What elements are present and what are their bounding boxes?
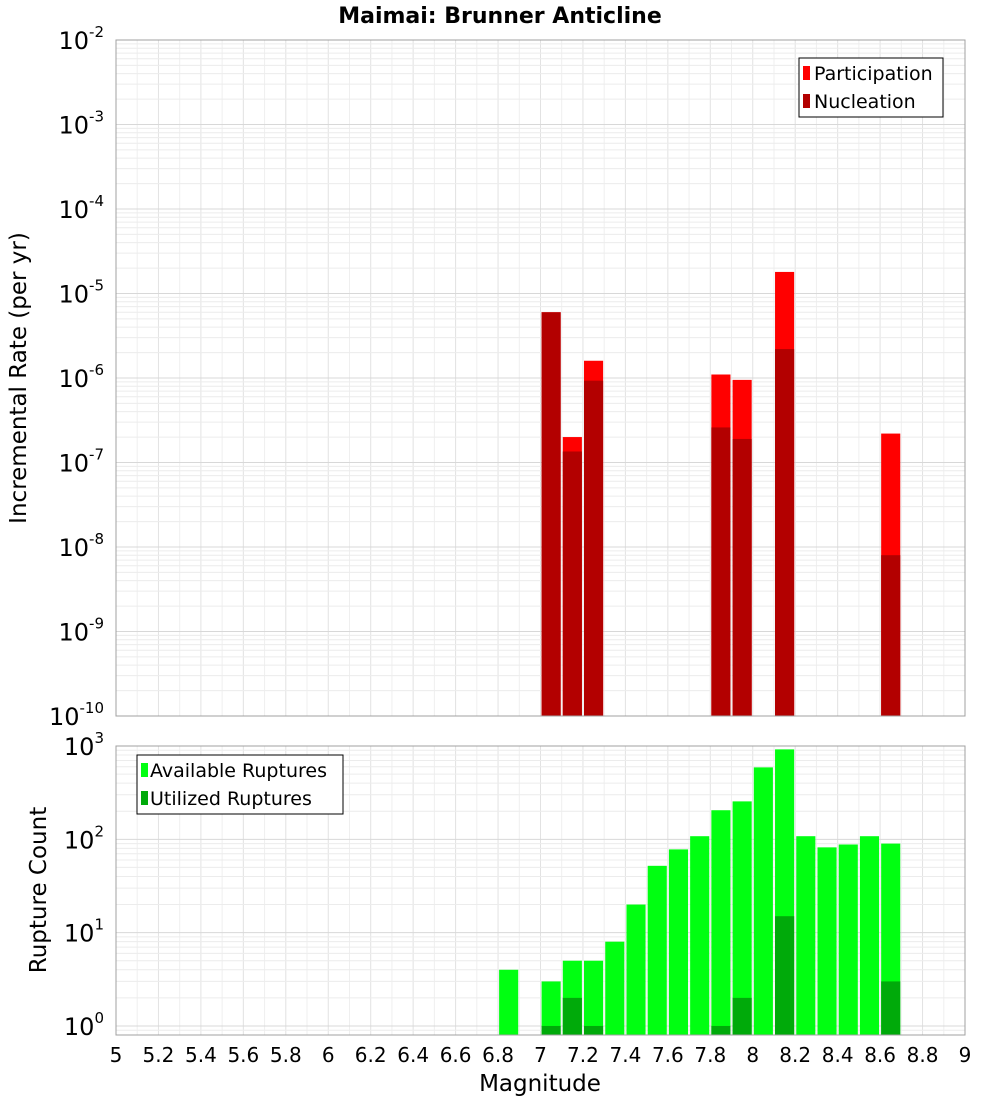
x-tick-label: 5.4 (185, 1043, 217, 1067)
nucleation-bar (732, 438, 752, 716)
x-tick-label: 9 (959, 1043, 972, 1067)
available-ruptures-bar (732, 801, 752, 1035)
count-panel: 100 101 102 103 5 5.2 5.4 5.6 5.8 6 6.2 6.4 6.6 6.8 7… (26, 729, 971, 1097)
x-tick-label: 6.2 (355, 1043, 387, 1067)
nucleation-bar (584, 380, 604, 716)
rate-y-tick-label: 10-5 (58, 277, 104, 309)
x-tick-label: 6.4 (397, 1043, 429, 1067)
x-tick-label: 8.8 (907, 1043, 939, 1067)
x-tick-label: 7 (534, 1043, 547, 1067)
count-y-tick-label: 101 (64, 916, 104, 948)
rate-y-tick-label: 10-9 (58, 615, 104, 647)
available-ruptures-bar (605, 941, 625, 1035)
available-ruptures-bar (626, 904, 646, 1035)
chart-title: Maimai: Brunner Anticline (338, 4, 662, 29)
available-ruptures-bar (817, 847, 837, 1035)
utilized-ruptures-bar (732, 997, 752, 1035)
x-tick-label: 7.6 (652, 1043, 684, 1067)
available-ruptures-bar (753, 767, 773, 1035)
utilized-legend-label: Utilized Ruptures (150, 788, 312, 810)
rate-y-tick-label: 10-3 (58, 108, 104, 140)
x-tick-label: 7.4 (609, 1043, 641, 1067)
available-legend-label: Available Ruptures (150, 760, 327, 782)
x-tick-labels: 5 5.2 5.4 5.6 5.8 6 6.2 6.4 6.6 6.8 7 7.2 7.4 7.6 7.8 8… (110, 1043, 972, 1067)
rate-y-ticks: 10-10 10-9 10-8 10-7 10-6 10-5 10-4 10-3 10-2 (49, 23, 104, 731)
x-tick-label: 5.8 (270, 1043, 302, 1067)
rate-legend-box (798, 57, 944, 118)
count-y-ticks: 100 101 102 103 (64, 729, 104, 1041)
x-tick-label: 8.2 (779, 1043, 811, 1067)
x-tick-label: 6.6 (440, 1043, 472, 1067)
rate-y-tick-label: 10-6 (58, 361, 104, 393)
nucleation-bar (711, 427, 731, 716)
nucleation-legend-swatch (803, 94, 810, 108)
available-ruptures-bar (499, 969, 519, 1035)
nucleation-bar (775, 349, 795, 716)
rate-y-tick-label: 10-10 (49, 699, 104, 731)
available-ruptures-bar (584, 960, 604, 1035)
x-tick-label: 6 (322, 1043, 335, 1067)
count-bars (499, 749, 901, 1035)
utilized-ruptures-bar (881, 981, 901, 1035)
x-axis-label: Magnitude (479, 1071, 601, 1097)
nucleation-bar (562, 451, 582, 716)
available-ruptures-bar (541, 981, 561, 1035)
available-ruptures-bar (690, 836, 710, 1035)
rate-panel: 10-10 10-9 10-8 10-7 10-6 10-5 10-4 10-3 10-2 In… (6, 23, 966, 731)
rate-plot-border (115, 39, 966, 717)
nucleation-bar (881, 555, 901, 716)
participation-legend-swatch (803, 66, 810, 80)
rate-y-tick-label: 10-7 (58, 446, 104, 478)
rate-y-tick-label: 10-8 (58, 530, 104, 562)
x-tick-label: 8 (746, 1043, 759, 1067)
rate-y-tick-label: 10-4 (58, 192, 104, 224)
utilized-ruptures-bar (562, 997, 582, 1035)
participation-legend-label: Participation (814, 63, 933, 85)
nucleation-legend-label: Nucleation (814, 91, 916, 113)
available-ruptures-bar (796, 836, 816, 1035)
available-ruptures-bar (647, 865, 667, 1035)
rate-y-tick-label: 10-2 (58, 23, 104, 55)
utilized-ruptures-bar (584, 1025, 604, 1035)
count-legend: Available Ruptures Utilized Ruptures (136, 754, 344, 815)
count-y-axis-label: Rupture Count (26, 807, 52, 973)
x-tick-label: 7.2 (567, 1043, 599, 1067)
x-tick-label: 7.8 (694, 1043, 726, 1067)
utilized-ruptures-bar (541, 1025, 561, 1035)
rate-grid (115, 39, 966, 717)
count-y-tick-label: 100 (64, 1009, 104, 1041)
count-y-tick-label: 102 (64, 822, 104, 854)
rate-y-axis-label: Incremental Rate (per yr) (6, 232, 32, 524)
nucleation-bar (541, 312, 561, 716)
x-tick-label: 5.2 (143, 1043, 175, 1067)
x-tick-label: 6.8 (482, 1043, 514, 1067)
utilized-ruptures-bar (775, 916, 795, 1035)
x-tick-label: 5 (110, 1043, 123, 1067)
available-ruptures-bar (668, 849, 689, 1035)
rate-bars (541, 271, 901, 716)
available-ruptures-bar (859, 836, 880, 1035)
available-ruptures-bar (838, 844, 858, 1035)
utilized-ruptures-bar (711, 1025, 731, 1035)
x-tick-label: 8.6 (864, 1043, 896, 1067)
available-ruptures-bar (711, 810, 731, 1035)
count-legend-box (136, 754, 344, 815)
count-plot-border (115, 745, 966, 1036)
available-legend-swatch (141, 763, 148, 777)
x-tick-label: 5.6 (227, 1043, 259, 1067)
utilized-legend-swatch (141, 791, 148, 805)
x-tick-label: 8.4 (822, 1043, 854, 1067)
rate-legend: Participation Nucleation (798, 57, 944, 118)
count-y-tick-label: 103 (64, 729, 104, 761)
